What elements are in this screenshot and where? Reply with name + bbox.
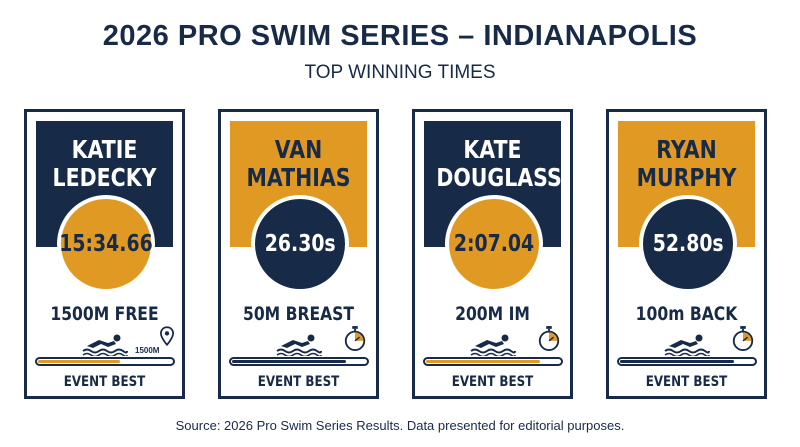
swimmer-icon xyxy=(82,334,128,358)
page-title: 2026 PRO SWIM SERIES – INDIANAPOLIS xyxy=(102,20,698,52)
athlete-name: VAN MATHIAS xyxy=(246,135,351,192)
swimmer-icon xyxy=(470,334,516,358)
stopwatch-icon xyxy=(537,326,561,357)
page-subtitle: TOP WINNING TIMES xyxy=(304,62,496,83)
time-circle: 15:34.66 xyxy=(57,195,155,293)
stopwatch-icon xyxy=(538,326,560,351)
swimmer-icon xyxy=(663,332,711,358)
swimmer-icon xyxy=(81,332,129,358)
event-label: 1500M FREE xyxy=(50,303,159,325)
progress-bar xyxy=(229,357,369,366)
athlete-card: KATIE LEDECKY 15:34.66 1500M FREE 1500M E… xyxy=(24,109,185,399)
event-best-label: EVENT BEST xyxy=(451,374,534,390)
progress-bar xyxy=(35,357,175,366)
stopwatch-icon xyxy=(731,326,755,357)
progress-fill xyxy=(620,360,734,363)
athlete-name: KATE DOUGLASS xyxy=(436,135,562,192)
swimmer-icon xyxy=(275,332,323,358)
winning-time: 52.80s xyxy=(652,231,724,257)
distance-label: 1500M xyxy=(135,346,160,355)
winning-time: 26.30s xyxy=(264,231,336,257)
progress-fill xyxy=(232,360,346,363)
athlete-name: KATIE LEDECKY xyxy=(52,135,157,192)
event-best-label: EVENT BEST xyxy=(257,374,340,390)
progress-fill xyxy=(38,360,121,363)
location-pin-icon xyxy=(159,326,175,351)
event-best-label: EVENT BEST xyxy=(645,374,728,390)
swimmer-icon xyxy=(276,334,322,358)
name-banner: VAN MATHIAS xyxy=(230,121,367,247)
swimmer-icon xyxy=(664,334,710,358)
time-circle: 26.30s xyxy=(251,195,349,293)
progress-bar xyxy=(423,357,563,366)
progress-fill xyxy=(426,360,540,363)
stopwatch-icon xyxy=(343,326,367,357)
time-circle: 52.80s xyxy=(639,195,737,293)
event-best-label: EVENT BEST xyxy=(63,374,146,390)
athlete-card: RYAN MURPHY 52.80s 100m BACK EVENT BEST xyxy=(606,109,767,399)
event-label: 200M IM xyxy=(455,303,530,325)
athlete-name: RYAN MURPHY xyxy=(636,135,737,192)
event-label: 50M BREAST xyxy=(242,303,355,325)
winning-time: 15:34.66 xyxy=(59,231,153,257)
source-note: Source: 2026 Pro Swim Series Results. Da… xyxy=(175,418,625,433)
stopwatch-icon xyxy=(344,326,366,351)
athlete-card: VAN MATHIAS 26.30s 50M BREAST EVENT BEST xyxy=(218,109,379,399)
winning-time: 2:07.04 xyxy=(453,231,535,257)
athlete-card: KATE DOUGLASS 2:07.04 200M IM EVENT BEST xyxy=(412,109,573,399)
swimmer-icon xyxy=(469,332,517,358)
location-pin-icon xyxy=(159,326,175,347)
event-label: 100m BACK xyxy=(635,303,738,325)
time-circle: 2:07.04 xyxy=(445,195,543,293)
stopwatch-icon xyxy=(732,326,754,351)
progress-bar xyxy=(617,357,757,366)
